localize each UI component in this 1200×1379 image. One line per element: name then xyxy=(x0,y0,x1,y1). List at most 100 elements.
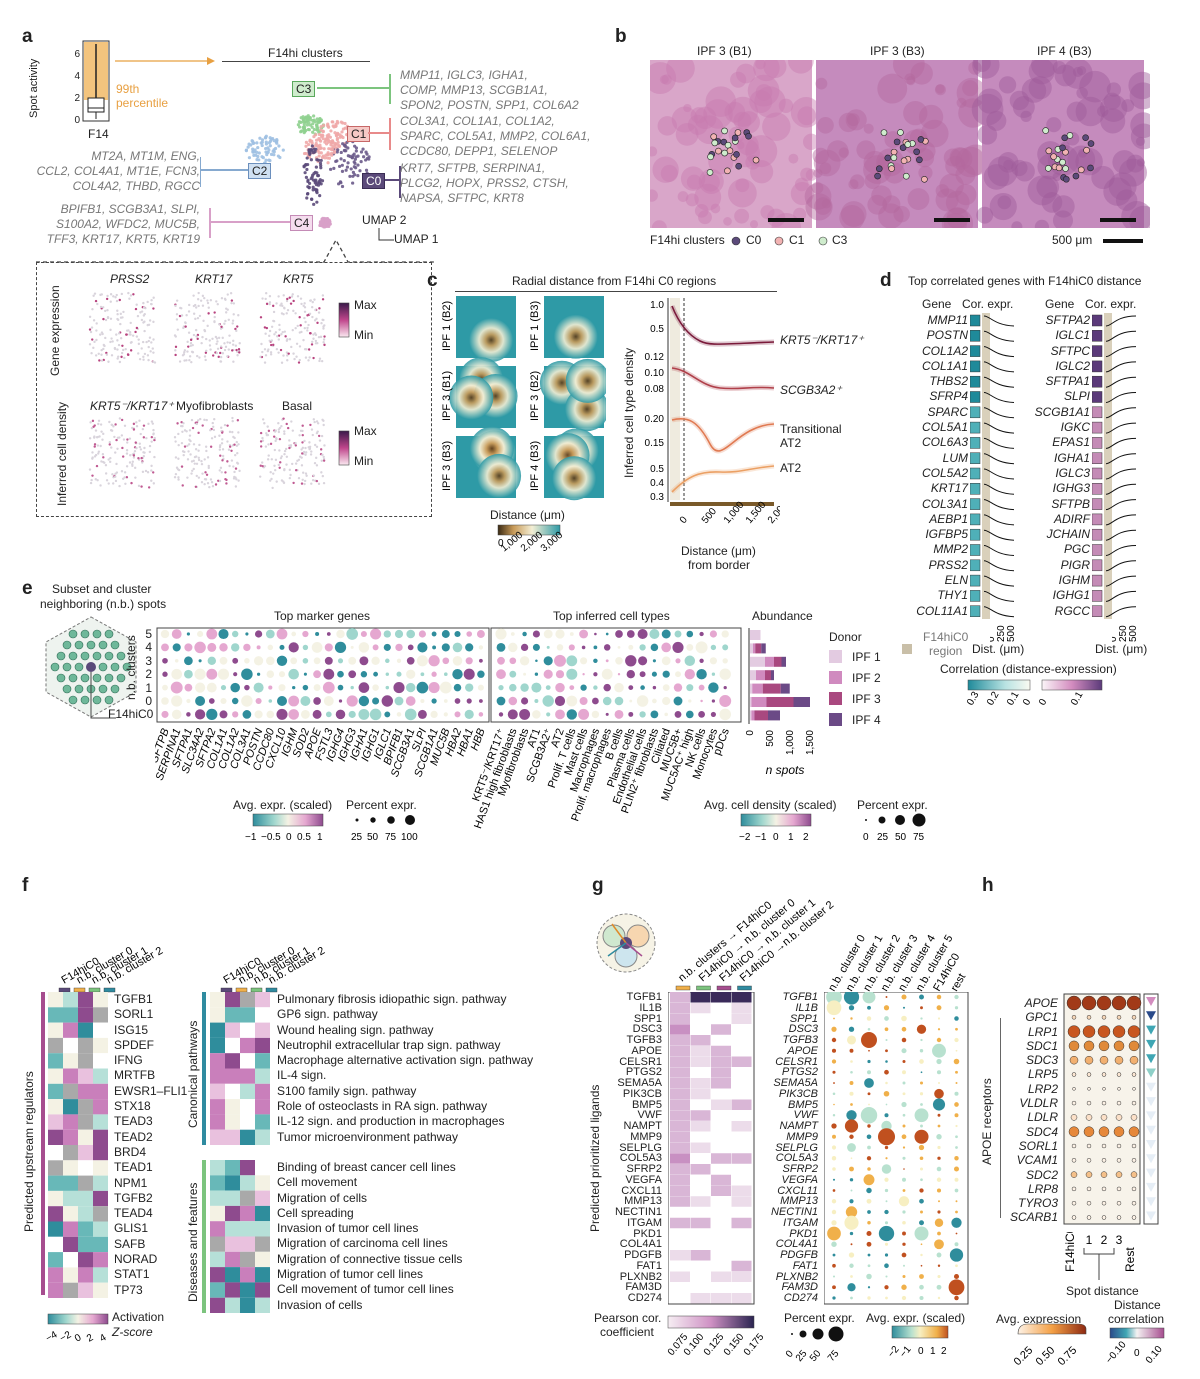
expr-dot xyxy=(208,698,215,704)
heat-cell xyxy=(225,1175,240,1191)
umap-point xyxy=(91,419,95,423)
umap-axis-arrows xyxy=(378,228,394,241)
umap-point xyxy=(282,313,285,316)
umap-point xyxy=(237,431,240,434)
expr-dot xyxy=(313,684,321,692)
expr-dot xyxy=(253,682,264,693)
umap-point xyxy=(120,434,124,437)
umap-point xyxy=(144,469,148,473)
abundance-bar xyxy=(754,710,768,721)
density-dot xyxy=(581,645,586,650)
panel-label-e: e xyxy=(22,578,33,599)
umap-point xyxy=(323,343,326,347)
umap-point xyxy=(280,455,283,458)
dist-label-right: Dist. (μm) xyxy=(1095,642,1148,656)
umap-point xyxy=(252,153,256,157)
umap-point xyxy=(308,447,312,450)
receptor-dot xyxy=(1128,1040,1140,1052)
ligand-label: PKD1 xyxy=(789,1227,818,1240)
cluster-badge-c3: C3 xyxy=(292,81,316,97)
expr-dot xyxy=(186,632,190,636)
expr-dot xyxy=(832,1134,836,1139)
umap-point xyxy=(220,426,223,429)
umap-point xyxy=(237,479,240,482)
umap-point xyxy=(256,145,260,150)
expr-dot xyxy=(936,1134,942,1140)
umap-point xyxy=(320,322,323,325)
cor-swatch xyxy=(970,314,981,327)
umap-point xyxy=(138,357,142,361)
umap-point xyxy=(234,476,237,479)
spot-marker xyxy=(1045,147,1053,155)
umap-point xyxy=(186,340,189,344)
tissue-blob xyxy=(1103,92,1121,110)
density-dot xyxy=(640,685,645,690)
expr-dot xyxy=(885,1049,888,1053)
expr-dot xyxy=(337,670,344,678)
neighbor-spot xyxy=(98,662,108,672)
expr-dot xyxy=(861,1032,877,1048)
svg-text:1: 1 xyxy=(788,832,794,843)
gene-label: SPARC xyxy=(927,404,968,419)
gene-label: SFTPB xyxy=(1051,496,1090,511)
expr-dot xyxy=(831,1059,837,1064)
umap-point xyxy=(315,445,319,448)
umap-point xyxy=(211,337,214,340)
umap-point xyxy=(142,321,145,324)
cor-swatch xyxy=(1092,544,1103,556)
receptors-bracket xyxy=(1000,1018,1001,1218)
heat-cell xyxy=(78,1083,93,1100)
umap-point xyxy=(219,327,223,330)
expr-dot xyxy=(232,630,239,638)
tissue-blob xyxy=(734,208,750,224)
tissue-blob xyxy=(727,96,758,127)
density-dot xyxy=(519,708,531,720)
density-dot xyxy=(626,670,635,679)
umap-point xyxy=(263,464,267,468)
heat-cell xyxy=(225,1190,240,1206)
heat-cell xyxy=(711,1078,731,1089)
umap-point xyxy=(280,361,284,364)
expr-dot xyxy=(902,1070,906,1075)
row-label: Tumor microenvironment pathway xyxy=(277,1129,458,1144)
receptor-gene-label: GPC1 xyxy=(1025,1010,1058,1025)
expr-dot xyxy=(919,1167,924,1171)
umap-point xyxy=(322,455,325,459)
umap-point xyxy=(100,430,103,433)
expr-dot xyxy=(955,1049,958,1052)
umap-point xyxy=(359,159,363,164)
umap-point xyxy=(118,417,122,420)
umap-point xyxy=(260,138,265,142)
expr-dot xyxy=(919,1092,924,1096)
tissue-blob xyxy=(987,156,1018,187)
umap-point xyxy=(236,452,239,455)
umap-point xyxy=(321,154,325,158)
gene-name-prss2: PRSS2 xyxy=(110,272,150,286)
umap-point xyxy=(322,423,325,427)
expr-dot xyxy=(217,668,230,680)
heat-cell xyxy=(690,1164,711,1175)
umap-point xyxy=(258,136,262,140)
density-dot xyxy=(709,630,717,638)
tissue-blob xyxy=(735,178,750,193)
spot-distance-label: Spot distance xyxy=(1066,1284,1139,1298)
expr-dot xyxy=(832,1178,836,1181)
density-dot xyxy=(698,711,705,718)
umap-point xyxy=(223,342,226,345)
min-label-1: Min xyxy=(354,328,374,342)
umap-point xyxy=(364,168,369,172)
expr-dot xyxy=(901,1037,907,1043)
umap-point xyxy=(303,316,306,320)
umap-point xyxy=(93,443,97,446)
umap-point xyxy=(317,179,321,184)
umap-point xyxy=(181,354,185,357)
x-tick-label: 500 xyxy=(700,506,719,526)
umap-point xyxy=(282,417,285,420)
cor-curve xyxy=(1105,514,1137,526)
umap-point xyxy=(101,332,104,336)
heat-cell xyxy=(731,1142,752,1153)
umap-point xyxy=(359,150,364,154)
abundance-bar xyxy=(765,656,774,667)
expr-dot xyxy=(902,1006,906,1009)
